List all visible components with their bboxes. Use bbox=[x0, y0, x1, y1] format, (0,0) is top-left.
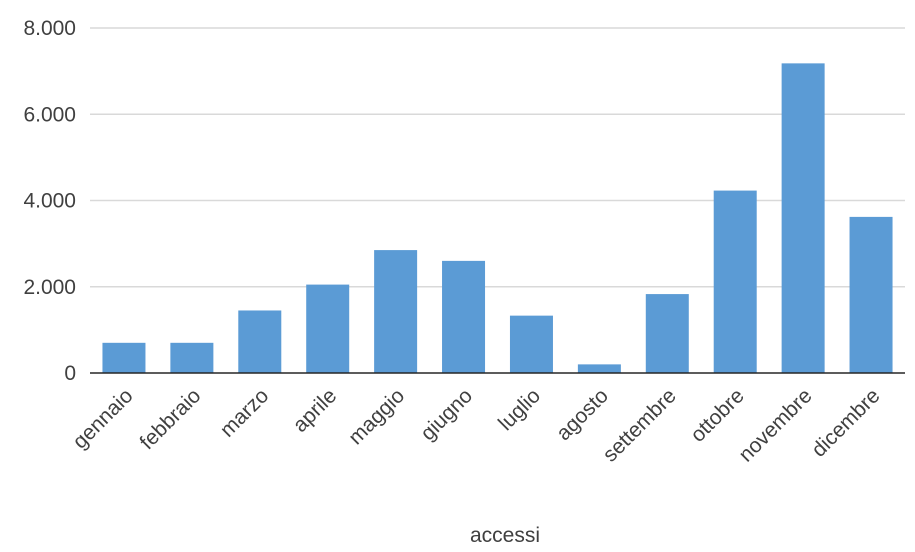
bar-marzo bbox=[238, 310, 282, 373]
y-tick-label: 6.000 bbox=[23, 103, 76, 126]
x-tick-label: dicembre bbox=[807, 384, 884, 461]
bar-febbraio bbox=[170, 342, 214, 373]
bar-novembre bbox=[781, 63, 825, 374]
bar-ottobre bbox=[713, 190, 757, 373]
bar-aprile bbox=[306, 284, 350, 373]
x-axis-label: accessi bbox=[470, 524, 540, 547]
bar-dicembre bbox=[849, 216, 893, 373]
bar-agosto bbox=[577, 364, 621, 373]
gridlines bbox=[90, 27, 905, 288]
x-tick-label: agosto bbox=[552, 384, 613, 445]
y-axis-ticks: 0 2.000 4.000 6.000 8.000 bbox=[23, 17, 76, 385]
bar-gennaio bbox=[102, 342, 146, 373]
x-tick-label: marzo bbox=[216, 384, 274, 442]
bar-settembre bbox=[645, 294, 689, 373]
x-tick-label: giugno bbox=[416, 384, 477, 445]
bar-luglio bbox=[509, 315, 553, 373]
bar-giugno bbox=[442, 260, 486, 373]
x-tick-label: maggio bbox=[344, 384, 409, 449]
y-tick-label: 2.000 bbox=[23, 276, 76, 299]
x-tick-label: febbraio bbox=[135, 384, 205, 454]
x-tick-label: aprile bbox=[289, 384, 342, 437]
bars bbox=[102, 63, 893, 374]
x-tick-label: gennaio bbox=[68, 384, 137, 453]
x-tick-label: settembre bbox=[599, 384, 681, 466]
y-tick-label: 8.000 bbox=[23, 17, 76, 40]
x-tick-label: luglio bbox=[494, 384, 545, 435]
bar-maggio bbox=[374, 250, 418, 373]
x-tick-label: ottobre bbox=[686, 384, 749, 447]
x-tick-label: novembre bbox=[734, 384, 816, 466]
y-tick-label: 4.000 bbox=[23, 190, 76, 213]
y-tick-label: 0 bbox=[64, 362, 76, 385]
